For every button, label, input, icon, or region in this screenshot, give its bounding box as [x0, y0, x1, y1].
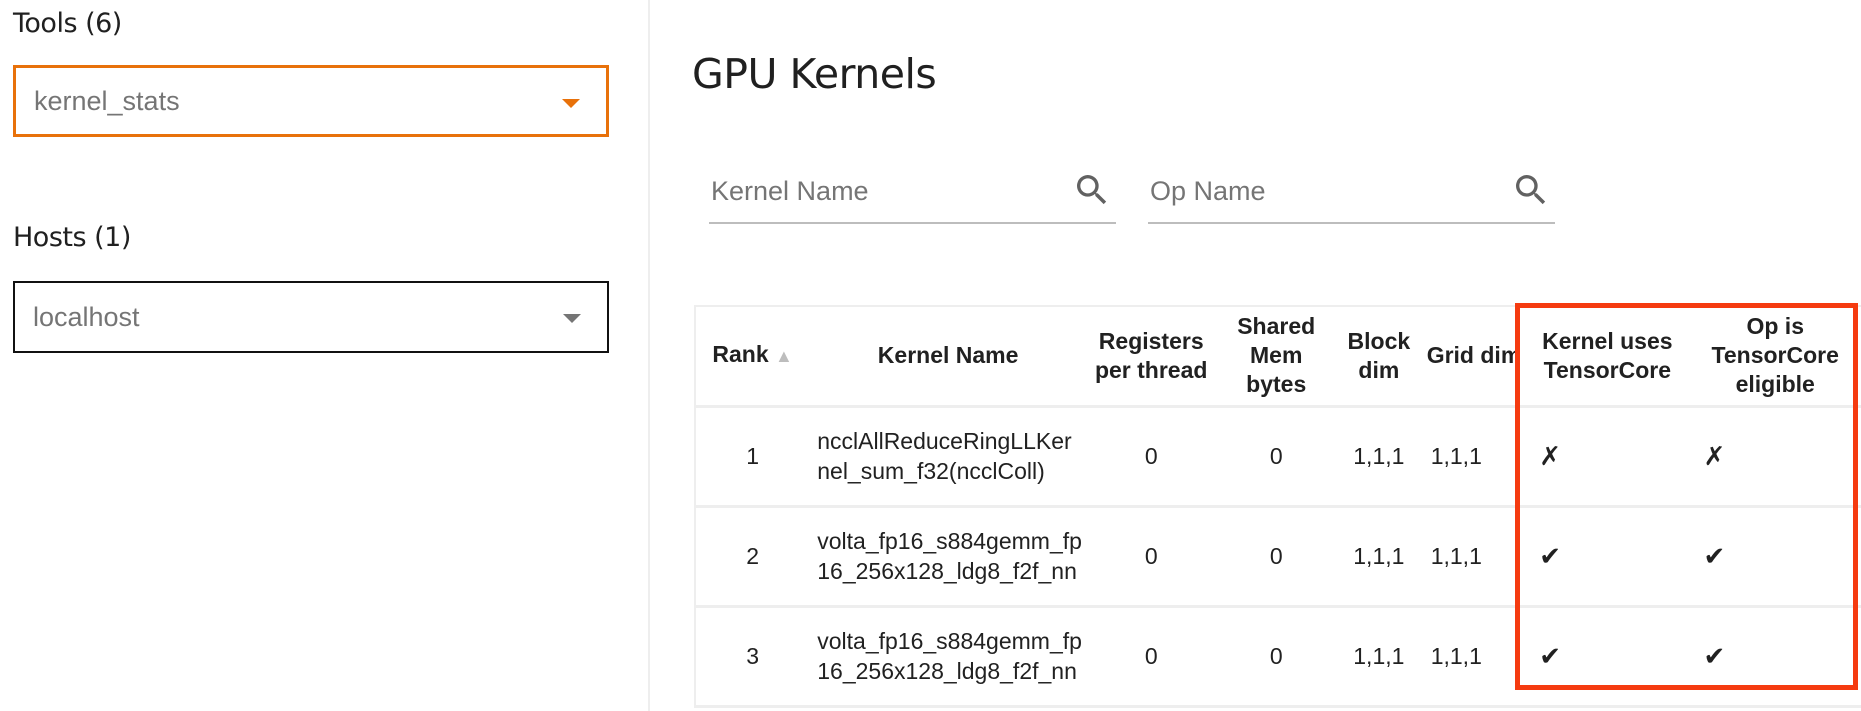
cell-grid-dim: 1,1,1: [1420, 506, 1526, 608]
header-rank[interactable]: Rank ▲: [695, 306, 810, 408]
cell-shared-mem: 0: [1215, 406, 1337, 508]
tools-select-value: kernel_stats: [34, 85, 180, 116]
hosts-select-value: localhost: [33, 301, 140, 332]
cell-shared-mem: 0: [1215, 606, 1337, 708]
tools-select[interactable]: kernel_stats: [13, 65, 609, 137]
cell-op-tensorcore-eligible: ✔: [1689, 606, 1861, 708]
kernel-name-search: [709, 160, 1116, 224]
search-icon[interactable]: [1511, 170, 1551, 210]
sidebar: Tools (6) kernel_stats Hosts (1) localho…: [0, 0, 650, 711]
sort-ascending-icon[interactable]: ▲: [775, 346, 793, 367]
op-name-search-input[interactable]: [1148, 175, 1555, 207]
header-registers[interactable]: Registers per thread: [1086, 306, 1216, 408]
table-row[interactable]: 1 ncclAllReduceRingLLKernel_sum_f32(ncclC…: [695, 406, 1861, 508]
cell-kernel-uses-tensorcore: ✔: [1525, 606, 1690, 708]
dropdown-arrow-icon: [562, 99, 580, 108]
cell-kernel-uses-tensorcore: ✔: [1525, 506, 1690, 608]
tools-label: Tools (6): [13, 8, 122, 39]
cell-kernel-name: ncclAllReduceRingLLKernel_sum_f32(ncclCo…: [809, 406, 1087, 508]
search-icon[interactable]: [1072, 170, 1112, 210]
table-row[interactable]: 3 volta_fp16_s884gemm_fp16_256x128_ldg8_f…: [695, 606, 1861, 708]
hosts-select[interactable]: localhost: [13, 281, 609, 353]
cell-op-tensorcore-eligible: ✗: [1689, 406, 1861, 508]
cell-shared-mem: 0: [1215, 506, 1337, 608]
header-block-dim[interactable]: Block dim: [1336, 306, 1421, 408]
cell-registers: 0: [1086, 606, 1216, 708]
cell-rank: 1: [695, 406, 810, 508]
header-shared-mem[interactable]: Shared Mem bytes: [1215, 306, 1337, 408]
cell-block-dim: 1,1,1: [1336, 406, 1421, 508]
op-name-search: [1148, 160, 1555, 224]
page-title: GPU Kernels: [692, 50, 937, 98]
cell-kernel-uses-tensorcore: ✗: [1525, 406, 1690, 508]
header-op-tensorcore-eligible[interactable]: Op is TensorCore eligible: [1689, 306, 1861, 408]
cell-grid-dim: 1,1,1: [1420, 406, 1526, 508]
header-kernel-name[interactable]: Kernel Name: [809, 306, 1087, 408]
cell-registers: 0: [1086, 506, 1216, 608]
cell-kernel-name: volta_fp16_s884gemm_fp16_256x128_ldg8_f2…: [809, 606, 1087, 708]
kernel-stats-table: Rank ▲ Kernel Name Registers per thread …: [694, 305, 1861, 708]
header-kernel-uses-tensorcore[interactable]: Kernel uses TensorCore: [1525, 306, 1690, 408]
hosts-label: Hosts (1): [13, 222, 131, 253]
cell-grid-dim: 1,1,1: [1420, 606, 1526, 708]
kernel-name-search-input[interactable]: [709, 175, 1116, 207]
cell-kernel-name: volta_fp16_s884gemm_fp16_256x128_ldg8_f2…: [809, 506, 1087, 608]
cell-registers: 0: [1086, 406, 1216, 508]
table-header-row: Rank ▲ Kernel Name Registers per thread …: [695, 306, 1861, 408]
cell-rank: 2: [695, 506, 810, 608]
cell-block-dim: 1,1,1: [1336, 506, 1421, 608]
table-row[interactable]: 2 volta_fp16_s884gemm_fp16_256x128_ldg8_f…: [695, 506, 1861, 608]
cell-block-dim: 1,1,1: [1336, 606, 1421, 708]
dropdown-arrow-icon: [563, 314, 581, 323]
cell-rank: 3: [695, 606, 810, 708]
cell-op-tensorcore-eligible: ✔: [1689, 506, 1861, 608]
header-grid-dim[interactable]: Grid dim: [1420, 306, 1526, 408]
